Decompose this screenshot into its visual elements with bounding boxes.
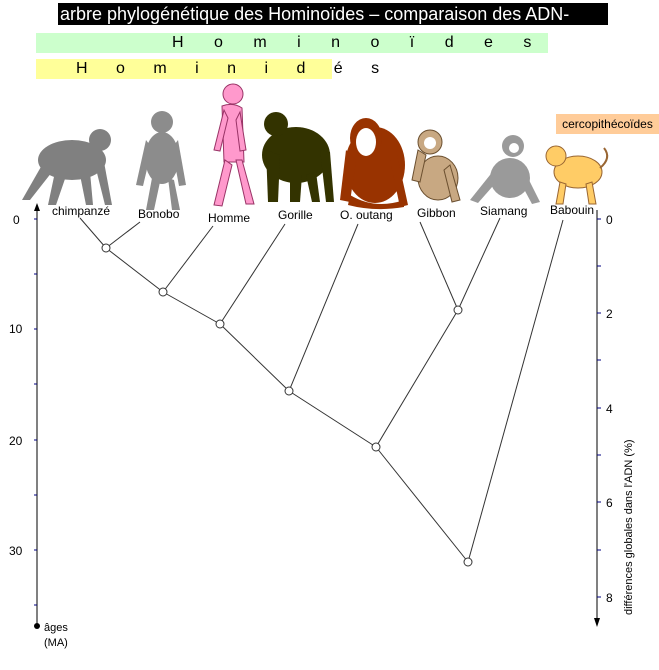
hominides-band: H o m i n i d é s — [36, 59, 379, 79]
right-tick-0: 0 — [606, 213, 613, 227]
left-tick-20: 20 — [9, 434, 23, 448]
left-axis — [34, 203, 40, 629]
node-hominoids — [371, 442, 381, 452]
left-tick-0: 0 — [13, 213, 20, 227]
right-axis — [594, 210, 601, 627]
species-label-orangutan: O. outang — [340, 208, 393, 222]
page-title: arbre phylogénétique des Hominoïdes – co… — [58, 3, 608, 25]
gorilla-icon — [262, 112, 334, 202]
hominides-label: H o m i n i d é s — [76, 60, 392, 77]
species-label-gorilla: Gorille — [278, 208, 313, 222]
right-tick-8: 8 — [606, 591, 613, 605]
left-axis-label-line2: (MA) — [44, 637, 68, 649]
baboon-icon — [545, 145, 609, 205]
species-label-siamang: Siamang — [480, 204, 527, 218]
cercopithecoides-label: cercopithécoïdes — [556, 114, 659, 134]
right-tick-2: 2 — [606, 307, 613, 321]
node-homo — [158, 287, 168, 297]
hominoides-band: H o m i n o ï d e s — [36, 33, 548, 53]
left-axis-label-line1: âges — [44, 622, 68, 634]
species-label-baboon: Babouin — [550, 203, 594, 217]
species-label-human: Homme — [208, 211, 250, 225]
left-tick-10: 10 — [9, 322, 23, 336]
chimpanzee-icon — [22, 129, 112, 205]
node-orangutan — [284, 386, 294, 396]
gibbon-icon — [411, 129, 461, 203]
orangutan-icon — [340, 118, 408, 210]
right-axis-label: différences globales dans l'ADN (%) — [623, 439, 635, 615]
species-label-gibbon: Gibbon — [417, 206, 456, 220]
bonobo-icon — [136, 111, 186, 210]
node-root — [463, 557, 473, 567]
species-label-chimpanzee: chimpanzé — [52, 204, 110, 218]
node-gibbon-siamang — [453, 305, 463, 315]
right-tick-6: 6 — [606, 496, 613, 510]
left-tick-30: 30 — [9, 544, 23, 558]
tree-branches — [79, 217, 564, 563]
node-chimp-bonobo — [101, 243, 111, 253]
hominoides-label: H o m i n o ï d e s — [172, 34, 545, 51]
tree-nodes — [101, 243, 473, 567]
right-tick-4: 4 — [606, 402, 613, 416]
siamang-icon — [470, 135, 540, 204]
node-gorilla — [215, 319, 225, 329]
human-icon — [213, 83, 255, 207]
species-label-bonobo: Bonobo — [138, 207, 180, 221]
